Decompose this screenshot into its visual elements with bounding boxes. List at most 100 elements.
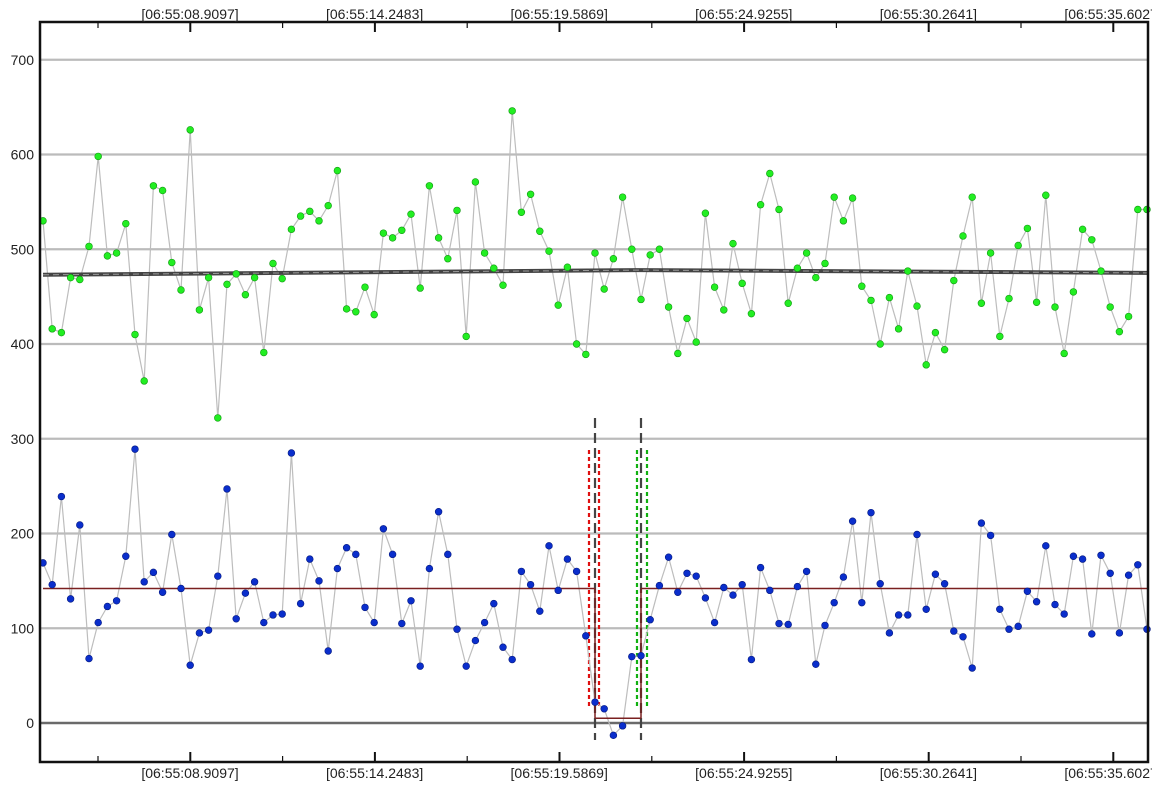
point-upper-65 [637,295,645,304]
point-lower-86 [830,598,838,607]
point-upper-51 [508,107,516,115]
point-upper-105 [1005,294,1013,303]
point-lower-58 [572,567,581,576]
point-upper-88 [848,194,857,202]
point-upper-34 [352,308,360,316]
point-upper-11 [140,377,148,385]
point-upper-78 [756,201,765,209]
point-lower-45 [453,625,461,633]
point-upper-95 [913,302,921,310]
point-lower-90 [867,508,875,517]
point-upper-119 [1134,205,1142,214]
point-upper-15 [177,286,185,294]
point-upper-77 [747,309,756,318]
x-tick-label-top: [06:55:24.9255] [695,6,792,22]
point-lower-48 [480,618,489,627]
x-tick-label-bottom: [06:55:24.9255] [695,765,792,781]
point-upper-67 [655,245,664,253]
point-lower-73 [710,618,719,627]
point-lower-110 [1051,600,1059,609]
x-tick-label-top: [06:55:30.2641] [880,6,977,22]
point-lower-47 [471,636,480,645]
point-upper-72 [701,209,710,217]
point-lower-64 [628,652,636,661]
point-lower-57 [563,555,572,563]
point-lower-70 [683,569,691,577]
grid-lines [40,58,1148,725]
x-tick-label-top: [06:55:14.2483] [326,6,423,22]
point-lower-54 [536,607,544,615]
point-lower-2 [57,492,66,501]
point-upper-81 [784,299,792,307]
point-upper-40 [407,210,415,218]
point-lower-30 [315,577,323,585]
point-lower-51 [508,655,516,664]
point-upper-25 [269,259,277,268]
point-upper-33 [342,305,351,313]
point-lower-28 [296,599,305,608]
point-lower-87 [839,573,848,581]
data-points [39,107,1151,740]
point-lower-102 [977,519,986,527]
point-lower-44 [444,550,452,559]
point-upper-87 [839,217,848,225]
point-lower-117 [1115,629,1124,637]
point-lower-14 [168,530,176,539]
point-upper-55 [545,247,553,255]
point-upper-12 [149,182,158,190]
point-upper-60 [591,249,599,257]
x-tick-label-bottom: [06:55:35.6027] [1064,765,1152,781]
point-upper-36 [370,310,378,319]
point-lower-24 [260,618,268,627]
point-upper-2 [57,328,66,337]
point-lower-116 [1106,569,1114,577]
point-upper-80 [775,205,783,214]
point-lower-81 [784,620,792,629]
point-lower-46 [462,662,470,670]
point-lower-71 [692,572,700,580]
point-lower-56 [554,586,562,595]
point-upper-73 [710,283,719,291]
point-upper-3 [66,273,75,282]
point-upper-58 [572,340,581,348]
point-lower-4 [76,521,84,529]
point-upper-16 [186,126,194,134]
point-lower-38 [388,550,397,559]
point-lower-112 [1069,552,1078,560]
point-lower-84 [812,660,820,668]
y-axis-labels: 0 100 200 300 400 500 600 700 [11,52,35,731]
point-upper-66 [646,251,654,259]
x-tick-label-bottom: [06:55:19.5869] [511,765,608,781]
point-lower-85 [821,621,829,630]
point-upper-45 [453,206,461,215]
point-upper-38 [388,234,397,242]
point-upper-50 [499,281,507,289]
point-upper-48 [480,249,489,257]
selection-markers [587,418,649,740]
point-upper-96 [922,361,930,369]
point-upper-39 [398,226,406,235]
point-upper-110 [1051,303,1059,311]
point-lower-92 [885,629,894,637]
point-upper-111 [1060,349,1068,358]
point-upper-6 [94,152,102,161]
point-lower-20 [223,485,231,493]
y-tick-label: 500 [11,241,35,257]
point-lower-105 [1005,625,1013,633]
point-upper-27 [287,225,296,234]
y-tick-label: 300 [11,431,35,447]
point-lower-1 [48,580,56,589]
point-lower-16 [186,661,194,669]
x-tick-label-top: [06:55:19.5869] [511,6,608,22]
point-lower-79 [766,586,774,595]
point-upper-97 [931,328,940,337]
point-upper-71 [692,338,700,346]
point-lower-19 [214,572,222,580]
point-upper-57 [563,263,572,271]
point-upper-10 [131,330,139,339]
point-lower-107 [1023,587,1032,595]
plot-border [38,20,1150,764]
point-lower-100 [959,633,967,641]
x-tick-label-bottom: [06:55:08.9097] [141,765,238,781]
point-upper-47 [471,178,480,186]
